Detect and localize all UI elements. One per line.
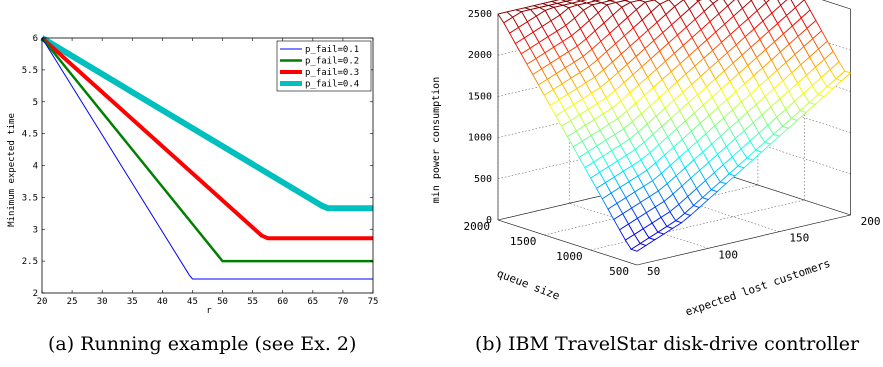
z-tick-label: 1500 xyxy=(468,91,492,102)
x-tick-label: 65 xyxy=(307,297,318,307)
legend: p_fail=0.1 p_fail=0.2p_fail=0.3 p_fail=0.4 xyxy=(276,40,372,92)
caption-b: (b) IBM TravelStar disk-drive controller xyxy=(475,333,860,355)
z-tick-label: 2000 xyxy=(468,50,492,61)
x-tick-label: 75 xyxy=(368,297,379,307)
z-tick-label: 500 xyxy=(474,174,492,185)
z-axis-label: min power consumption xyxy=(431,77,442,203)
y-tick-label: 2.5 xyxy=(22,257,38,267)
legend-entry: p_fail=0.2 xyxy=(305,57,359,67)
surface-cell xyxy=(777,0,788,7)
series-line-p_fail=0.4 xyxy=(40,35,373,212)
legend-entry: p_fail=0.3 xyxy=(305,68,359,78)
x-tick-label: 200 xyxy=(861,215,881,228)
disk-controller-surface-chart: min power consumption queue size expecte… xyxy=(431,0,881,319)
x-tick-label: 100 xyxy=(718,248,738,261)
x-tick-label: 30 xyxy=(97,297,108,307)
surface-cell xyxy=(630,243,647,252)
grid-line xyxy=(636,214,851,266)
y-tick-label: 4 xyxy=(33,162,38,172)
z-tick-label: 1000 xyxy=(468,133,492,144)
x-tick-label: 35 xyxy=(127,297,138,307)
x-axis-label: r xyxy=(206,306,212,316)
box-edge xyxy=(497,219,638,266)
y-tick-label: 2 xyxy=(33,289,38,299)
box-edge xyxy=(821,0,851,10)
y-tick-label: 3.5 xyxy=(22,193,38,203)
series-line-p_fail=0.1 xyxy=(41,37,373,280)
y-tick-label: 5 xyxy=(33,98,38,108)
y-tick-label: 4.5 xyxy=(22,130,38,140)
legend-entry: p_fail=0.4 xyxy=(305,80,359,90)
y-axis-label: Minimum expected time xyxy=(7,113,17,227)
x-tick-label: 60 xyxy=(277,297,288,307)
y-tick-label: 1000 xyxy=(556,250,583,263)
y-tick-label: 5.5 xyxy=(22,66,38,76)
x-tick-label: 150 xyxy=(789,232,809,245)
y-axis-label: queue size xyxy=(495,267,561,303)
x-tick-label: 25 xyxy=(67,297,78,307)
x-tick-label: 20 xyxy=(37,297,48,307)
x-axis-label: expected lost customers xyxy=(684,257,832,319)
x-tick-label: 45 xyxy=(187,297,198,307)
running-example-chart: Minimum expected time r 20 25 30 35 40 45 50 55… xyxy=(7,34,379,316)
x-tick-label: 40 xyxy=(157,297,168,307)
y-tick-label: 3 xyxy=(33,225,38,235)
z-tick-label: 0 xyxy=(486,215,492,226)
series-line-p_fail=0.3 xyxy=(40,36,373,241)
y-tick-label: 2000 xyxy=(464,220,491,233)
y-tick-label: 6 xyxy=(33,34,38,44)
y-tick-label: 500 xyxy=(609,265,629,278)
caption-a: (a) Running example (see Ex. 2) xyxy=(48,333,357,355)
surface-cell xyxy=(709,0,719,5)
series-line-p_fail=0.2 xyxy=(41,37,373,263)
x-tick-label: 50 xyxy=(647,265,660,278)
box-edge xyxy=(711,169,851,216)
x-tick-label: 50 xyxy=(217,297,228,307)
grid-line xyxy=(590,199,805,251)
z-tick-label: 2500 xyxy=(468,9,492,20)
y-tick-label: 1500 xyxy=(510,235,537,248)
x-tick-label: 55 xyxy=(247,297,258,307)
legend-entry: p_fail=0.1 xyxy=(305,45,359,55)
surface-mesh xyxy=(497,0,852,252)
x-tick-label: 70 xyxy=(337,297,348,307)
